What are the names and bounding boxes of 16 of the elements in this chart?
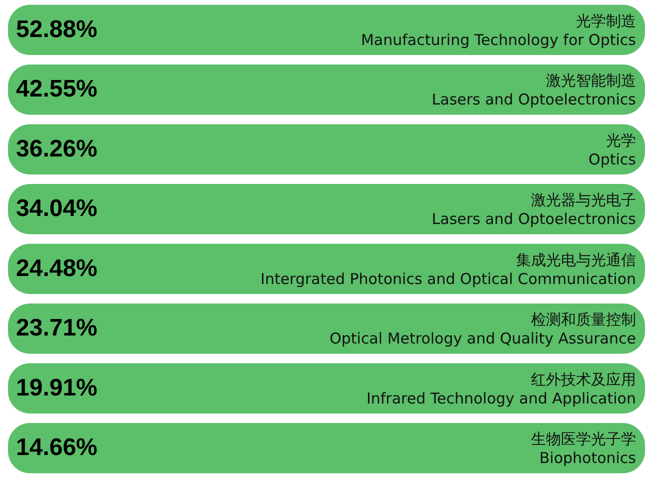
data-label: 52.88% bbox=[16, 16, 98, 43]
category-label: 集成光电与光通信 Intergrated Photonics and Optical Communication bbox=[260, 250, 636, 288]
category-label: 光学 Optics bbox=[588, 131, 636, 168]
category-label: 光学制造 Manufacturing Technology for Optics bbox=[360, 12, 636, 49]
data-label: 36.26% bbox=[16, 135, 98, 162]
category-label: 红外技术及应用 Infrared Technology and Application bbox=[366, 370, 636, 408]
data-label: 24.48% bbox=[16, 254, 98, 282]
category-label: 生物医学光子学 Biophotonics bbox=[531, 430, 636, 468]
data-label: 14.66% bbox=[16, 434, 98, 462]
data-label: 34.04% bbox=[16, 195, 98, 222]
category-label: 激光智能制造 Lasers and Optoelectronics bbox=[432, 72, 636, 109]
data-label: 19.91% bbox=[16, 374, 98, 402]
category-label: 激光器与光电子 Lasers and Optoelectronics bbox=[432, 191, 636, 228]
category-label: 检测和质量控制 Optical Metrology and Quality Assurance bbox=[330, 310, 636, 348]
data-label: 42.55% bbox=[16, 76, 98, 103]
data-label: 23.71% bbox=[16, 314, 98, 342]
